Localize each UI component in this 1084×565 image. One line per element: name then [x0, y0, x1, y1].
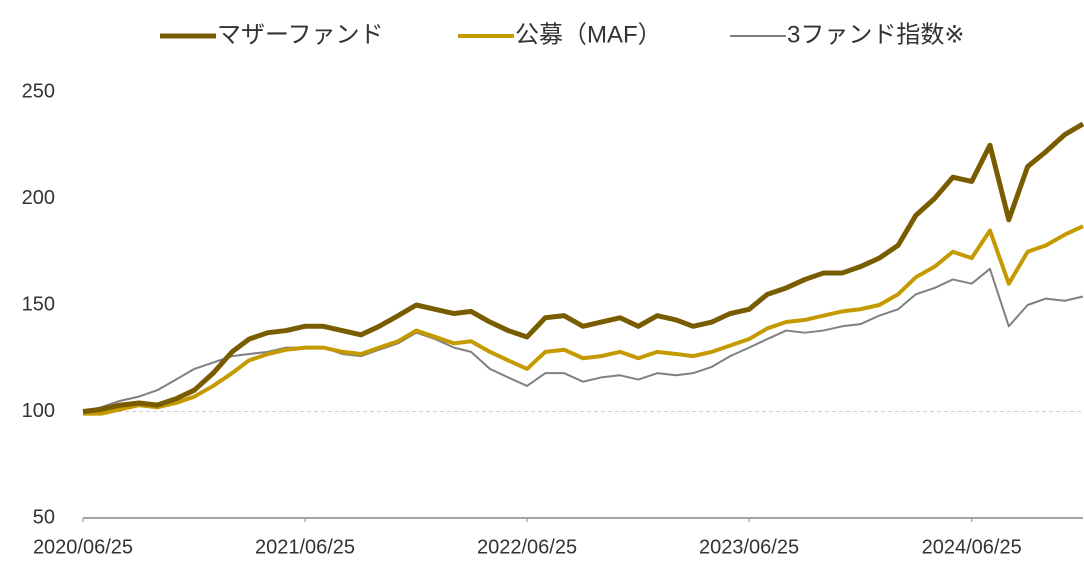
legend-label: 公募（MAF） [515, 21, 662, 48]
x-tick-label: 2024/06/25 [922, 536, 1022, 558]
x-tick-label: 2021/06/25 [255, 536, 355, 558]
x-tick-label: 2020/06/25 [33, 536, 133, 558]
x-tick-label: 2023/06/25 [699, 536, 799, 558]
y-tick-label: 100 [22, 400, 55, 422]
legend-label: マザーファンド [217, 21, 384, 48]
y-tick-label: 250 [22, 80, 55, 102]
series-line [83, 224, 1084, 416]
y-tick-label: 50 [33, 506, 55, 528]
y-tick-label: 150 [22, 293, 55, 315]
y-tick-label: 200 [22, 187, 55, 209]
series-line [82, 267, 1084, 413]
series-line [82, 121, 1084, 414]
x-tick-label: 2022/06/25 [477, 536, 577, 558]
legend-label: 3ファンド指数※ [787, 21, 964, 48]
